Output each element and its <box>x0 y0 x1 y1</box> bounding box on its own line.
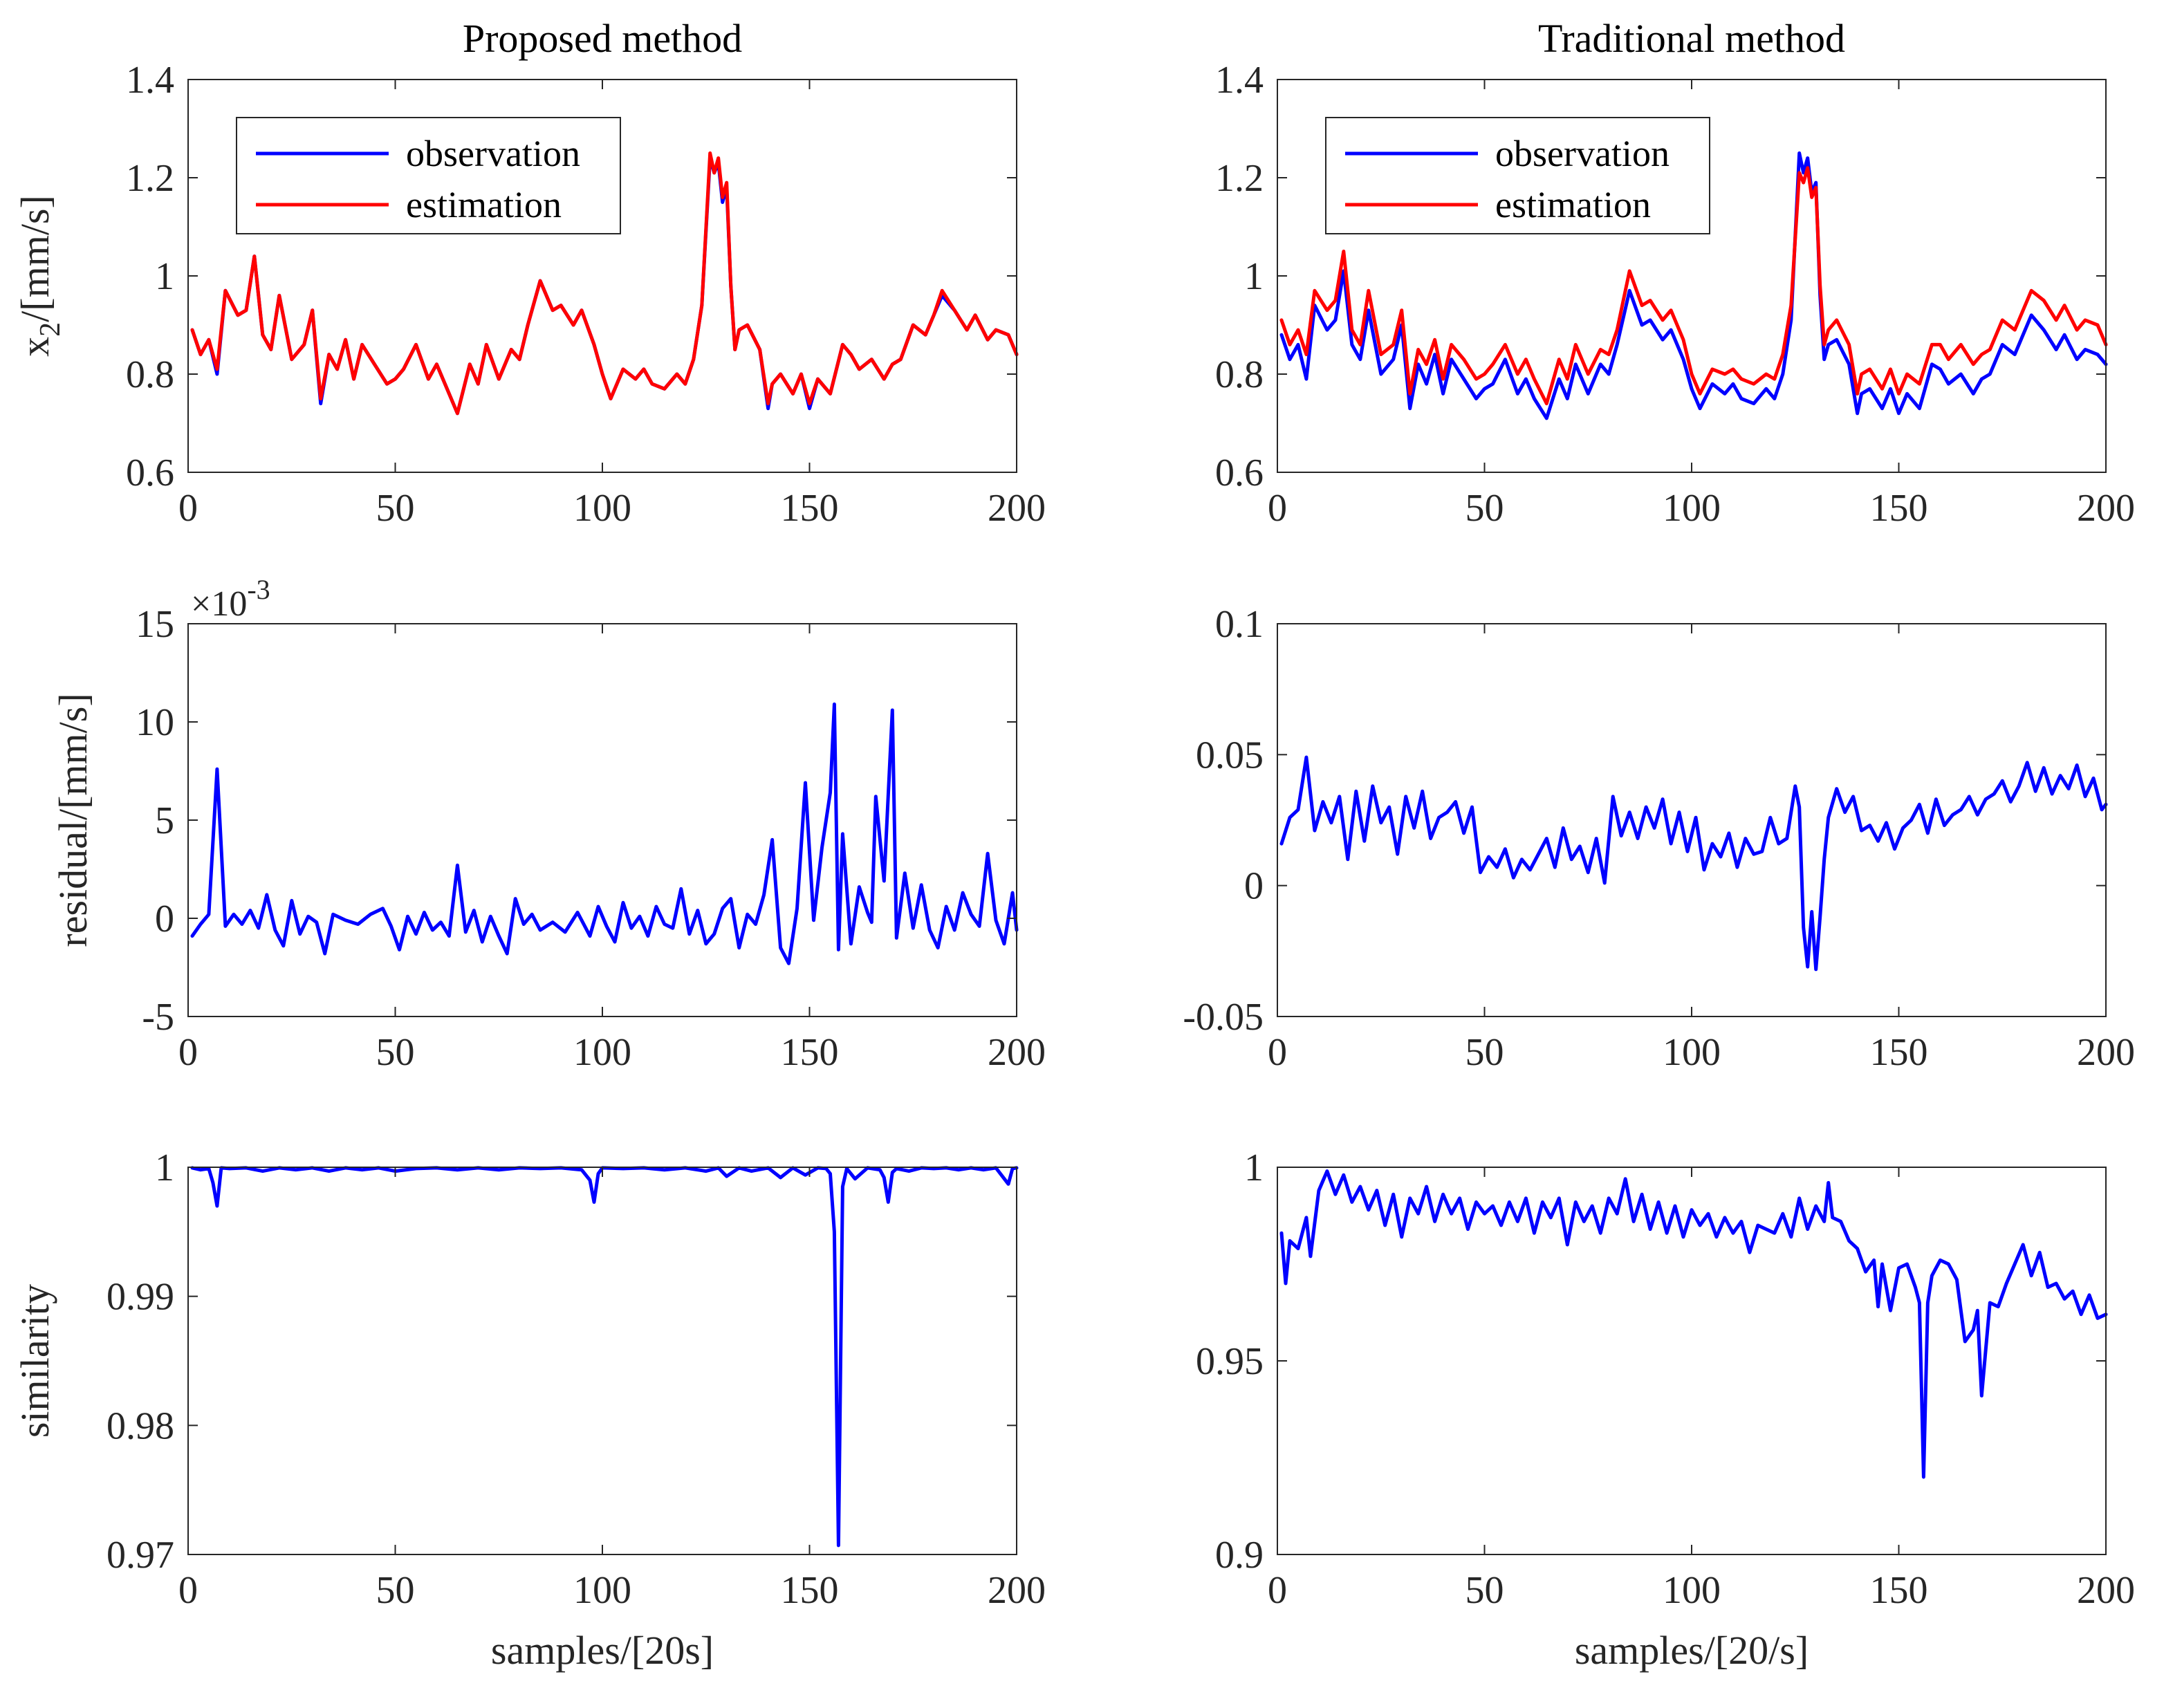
y-tick-label: 1 <box>1244 1147 1264 1189</box>
x-tick-label: 150 <box>781 1569 839 1612</box>
chart-title: Proposed method <box>463 16 742 61</box>
x-tick-label: 150 <box>1870 1569 1928 1612</box>
y-tick-label: -0.05 <box>1183 996 1264 1039</box>
x-tick-label: 200 <box>988 1031 1046 1074</box>
y-tick-label: 0.98 <box>107 1404 174 1447</box>
x-axis-label: samples/[20/s] <box>1575 1628 1809 1673</box>
y-tick-label: 0.95 <box>1196 1340 1264 1383</box>
legend-label-estimation: estimation <box>406 184 562 225</box>
y-tick-label: 0 <box>1244 865 1264 908</box>
panel-proposed-x2: 0 50 100 150 200 0.6 0.8 1 1.2 1.4 Proposed method… <box>12 16 1046 530</box>
y-axis-label-subscript: 2 <box>35 322 66 337</box>
legend-label-observation: observation <box>406 133 580 174</box>
y-tick-label: 1.2 <box>1215 157 1264 200</box>
x-tick-label: 50 <box>1465 1569 1504 1612</box>
legend-box <box>1325 117 1710 234</box>
x-tick-label: 0 <box>1268 1031 1287 1074</box>
y-exponent-base: ×10 <box>191 584 247 624</box>
y-tick-label: 0.6 <box>126 452 174 494</box>
y-axis-label: similarity <box>12 1284 57 1438</box>
y-tick-label: 1.4 <box>126 59 174 102</box>
y-tick-label: 0.97 <box>107 1534 174 1577</box>
y-tick-label: 0 <box>155 898 174 940</box>
legend-label-observation: observation <box>1495 133 1670 174</box>
x-tick-label: 100 <box>573 1031 631 1074</box>
x-tick-label: 0 <box>1268 1569 1287 1612</box>
y-tick-label: 0.6 <box>1215 452 1264 494</box>
y-tick-label: 1 <box>155 1147 174 1189</box>
y-axis-label: x2/[mm/s] <box>12 195 66 357</box>
x-tick-label: 150 <box>1870 1031 1928 1074</box>
axes-box <box>187 1167 1017 1555</box>
y-exponent-label: ×10-3 <box>191 574 270 624</box>
series-line-estimation <box>1279 166 2108 406</box>
y-exponent-power: -3 <box>247 574 270 605</box>
y-tick-label: 1.4 <box>1215 59 1264 102</box>
legend: observation estimation <box>236 117 621 234</box>
y-tick-label: 15 <box>136 603 174 646</box>
y-tick-label: 0.8 <box>1215 353 1264 396</box>
y-tick-label: 0.99 <box>107 1276 174 1319</box>
axes-box <box>187 623 1017 1017</box>
chart-title: Traditional method <box>1538 16 1845 61</box>
x-tick-label: 50 <box>1465 1031 1504 1074</box>
panel-proposed-similarity: 0 50 100 150 200 0.97 0.98 0.99 1 similarity sampl… <box>12 1147 1046 1673</box>
legend-box <box>236 117 621 234</box>
series-line-similarity <box>190 1166 1019 1548</box>
x-tick-label: 200 <box>2077 1569 2135 1612</box>
series-line-observation <box>1279 151 2108 420</box>
x-tick-label: 0 <box>1268 487 1287 530</box>
x-tick-label: 200 <box>2077 487 2135 530</box>
legend: observation estimation <box>1325 117 1710 234</box>
x-tick-label: 150 <box>781 1031 839 1074</box>
x-tick-label: 0 <box>178 1031 198 1074</box>
x-tick-label: 100 <box>573 1569 631 1612</box>
y-tick-label: -5 <box>142 996 174 1039</box>
x-tick-label: 100 <box>1663 1031 1721 1074</box>
y-axis-label-main: x <box>12 337 57 357</box>
x-tick-label: 150 <box>781 487 839 530</box>
x-tick-label: 50 <box>376 1031 415 1074</box>
x-axis-label: samples/[20s] <box>491 1628 714 1673</box>
x-tick-label: 200 <box>988 1569 1046 1612</box>
legend-label-estimation: estimation <box>1495 184 1651 225</box>
x-tick-label: 50 <box>376 487 415 530</box>
x-tick-label: 100 <box>1663 1569 1721 1612</box>
y-tick-label: 5 <box>155 799 174 842</box>
series-line-similarity <box>1279 1169 2108 1479</box>
y-tick-label: 1 <box>155 255 174 298</box>
x-tick-label: 100 <box>1663 487 1721 530</box>
y-tick-label: 0.8 <box>126 353 174 396</box>
x-tick-label: 200 <box>2077 1031 2135 1074</box>
y-tick-label: 0.9 <box>1215 1534 1264 1577</box>
y-tick-label: 1 <box>1244 255 1264 298</box>
panel-traditional-similarity: 0 50 100 150 200 0.9 0.95 1 samples/[20/s] <box>1196 1147 2135 1673</box>
x-tick-label: 0 <box>178 487 198 530</box>
x-tick-label: 200 <box>988 487 1046 530</box>
x-tick-label: 50 <box>376 1569 415 1612</box>
y-axis-label-rest: /[mm/s] <box>12 195 57 322</box>
x-tick-label: 150 <box>1870 487 1928 530</box>
y-tick-label: 1.2 <box>126 157 174 200</box>
y-axis-label: residual/[mm/s] <box>50 693 95 947</box>
series-line-estimation <box>190 151 1019 416</box>
panel-traditional-x2: 0 50 100 150 200 0.6 0.8 1 1.2 1.4 Traditional met… <box>1215 16 2135 530</box>
y-tick-label: 10 <box>136 701 174 744</box>
series-line-residual <box>1279 755 2108 972</box>
x-tick-label: 50 <box>1465 487 1504 530</box>
y-tick-label: 0.05 <box>1196 734 1264 777</box>
x-tick-label: 0 <box>178 1569 198 1612</box>
series-line-residual <box>190 702 1019 965</box>
x-tick-label: 100 <box>573 487 631 530</box>
y-tick-label: 0.1 <box>1215 603 1264 646</box>
